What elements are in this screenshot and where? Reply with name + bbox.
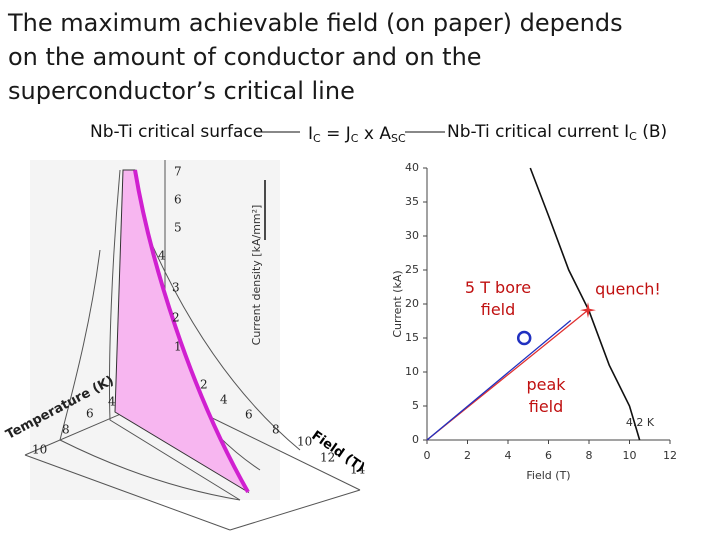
j-axis-label: Current density [kA/mm²]: [250, 205, 263, 346]
j-tick-label: 4: [158, 249, 166, 263]
b-tick-label: 6: [245, 408, 253, 422]
text-part: (B): [637, 122, 667, 142]
text-part: = J: [321, 124, 351, 144]
j-tick-label: 7: [174, 165, 182, 179]
y-tick-label: 40: [405, 161, 419, 174]
caption: Nb-Ti critical current IC (B): [447, 122, 667, 143]
y-tick-label: 20: [405, 297, 419, 310]
text-part: C: [629, 130, 637, 143]
t-tick-label: 6: [86, 407, 94, 421]
annotation-line: field: [529, 397, 564, 416]
j-tick-label: 2: [172, 311, 180, 325]
annotation: peak field: [526, 375, 566, 416]
y-tick-label: 15: [405, 331, 419, 344]
b-tick-label: 10: [297, 435, 312, 449]
formula: IC = JC x ASC: [308, 124, 406, 145]
x-axis-label: Field (T): [526, 469, 570, 482]
text-part: x A: [358, 124, 391, 144]
b-tick-label: 12: [320, 451, 335, 465]
y-axis-label: Current (kA): [391, 270, 404, 337]
b-axis-label: Field (T): [309, 428, 368, 475]
t-tick-label: 4: [108, 395, 116, 409]
x-tick-label: 0: [424, 449, 431, 462]
annotation-line: 5 T bore: [465, 278, 531, 297]
slide-title: The maximum achievable field (on paper) …: [8, 9, 623, 105]
y-tick-label: 0: [412, 433, 419, 446]
annotation-line: field: [481, 300, 516, 319]
y-tick-label: 30: [405, 229, 419, 242]
j-tick-label: 5: [174, 221, 182, 235]
b-tick-label: 4: [220, 393, 228, 407]
j-tick-label: 3: [172, 281, 180, 295]
annotation: 5 T bore field: [465, 278, 531, 319]
text-part: C: [351, 132, 359, 145]
x-tick-label: 12: [663, 449, 677, 462]
x-tick-label: 10: [623, 449, 637, 462]
x-tick-label: 8: [586, 449, 593, 462]
annotation: quench!: [595, 280, 661, 299]
critical-current-chart: 0 5 10 15 20 25 30 35 40 0 2 4 6 8 10 12 Field (T) Curren…: [391, 161, 677, 482]
marker: [579, 302, 596, 319]
b-tick-label: 2: [200, 378, 208, 392]
caption: Nb-Ti critical surface: [90, 122, 263, 142]
text-part: I: [308, 124, 313, 144]
surface-drawing: [24, 160, 361, 531]
text-part: Nb-Ti critical current I: [447, 122, 629, 142]
marker: [516, 330, 532, 346]
y-tick-label: 25: [405, 263, 419, 276]
x-tick-label: 6: [545, 449, 552, 462]
b-tick-label: 8: [272, 423, 280, 437]
t-tick-label: 10: [32, 443, 47, 457]
y-tick-label: 10: [405, 365, 419, 378]
text-part: SC: [391, 132, 406, 145]
annotation: 4.2 K: [626, 416, 655, 429]
t-tick-label: 8: [62, 423, 70, 437]
series-line: [426, 319, 572, 441]
text-part: C: [313, 132, 321, 145]
x-tick-label: 4: [505, 449, 512, 462]
x-tick-label: 2: [464, 449, 471, 462]
j-tick-label: 1: [174, 340, 182, 354]
y-tick-label: 35: [405, 195, 419, 208]
j-tick-label: 6: [174, 193, 182, 207]
b-tick-label: 14: [350, 463, 366, 477]
y-tick-label: 5: [412, 399, 419, 412]
annotation-line: peak: [526, 375, 566, 394]
